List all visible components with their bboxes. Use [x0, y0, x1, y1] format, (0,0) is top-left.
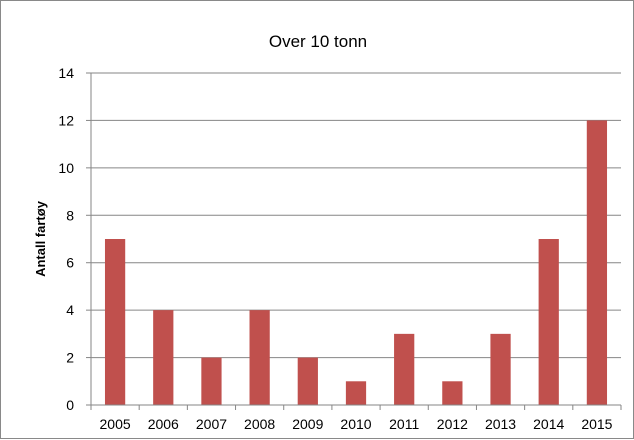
x-tick-label: 2011	[389, 416, 419, 432]
y-tick-labels: 0 2 4 6 8 10 12 14	[58, 65, 74, 413]
y-axis-label: Antall fartøy	[33, 200, 48, 277]
bars	[104, 120, 608, 405]
y-tick-label: 2	[66, 350, 74, 366]
x-tick-label: 2008	[244, 416, 275, 432]
bar-2005	[104, 239, 126, 405]
gridlines	[86, 72, 621, 406]
y-tick-label: 4	[66, 302, 74, 318]
bar-2010	[345, 381, 367, 405]
x-tick-label: 2006	[148, 416, 179, 432]
y-tick-label: 10	[58, 160, 74, 176]
x-tick-label: 2009	[292, 416, 323, 432]
bar-2007	[201, 357, 222, 405]
x-tick-label: 2012	[437, 416, 468, 432]
x-tick-labels: 2005 2006 2007 2008 2009 2010 2011 2012 2013 2014…	[100, 416, 613, 432]
x-tick-label: 2010	[340, 416, 371, 432]
bar-2013	[490, 333, 511, 405]
bar-2012	[442, 381, 463, 405]
y-tick-label: 8	[66, 207, 74, 223]
bar-2015	[586, 120, 608, 405]
x-tick-label: 2005	[100, 416, 131, 432]
x-tick-label: 2014	[533, 416, 564, 432]
bar-2011	[394, 333, 415, 405]
y-tick-label: 14	[58, 65, 74, 81]
x-tick-label: 2013	[485, 416, 516, 432]
y-tick-label: 0	[66, 397, 74, 413]
x-tick-label: 2015	[581, 416, 612, 432]
x-tick-label: 2007	[196, 416, 227, 432]
bar-2009	[297, 357, 318, 405]
axes	[90, 73, 622, 410]
chart-title: Over 10 tonn	[269, 32, 367, 51]
y-tick-label: 6	[66, 255, 74, 271]
bar-2008	[249, 310, 270, 405]
bar-2014	[538, 239, 559, 405]
y-tick-label: 12	[58, 112, 74, 128]
bar-2006	[153, 310, 174, 405]
